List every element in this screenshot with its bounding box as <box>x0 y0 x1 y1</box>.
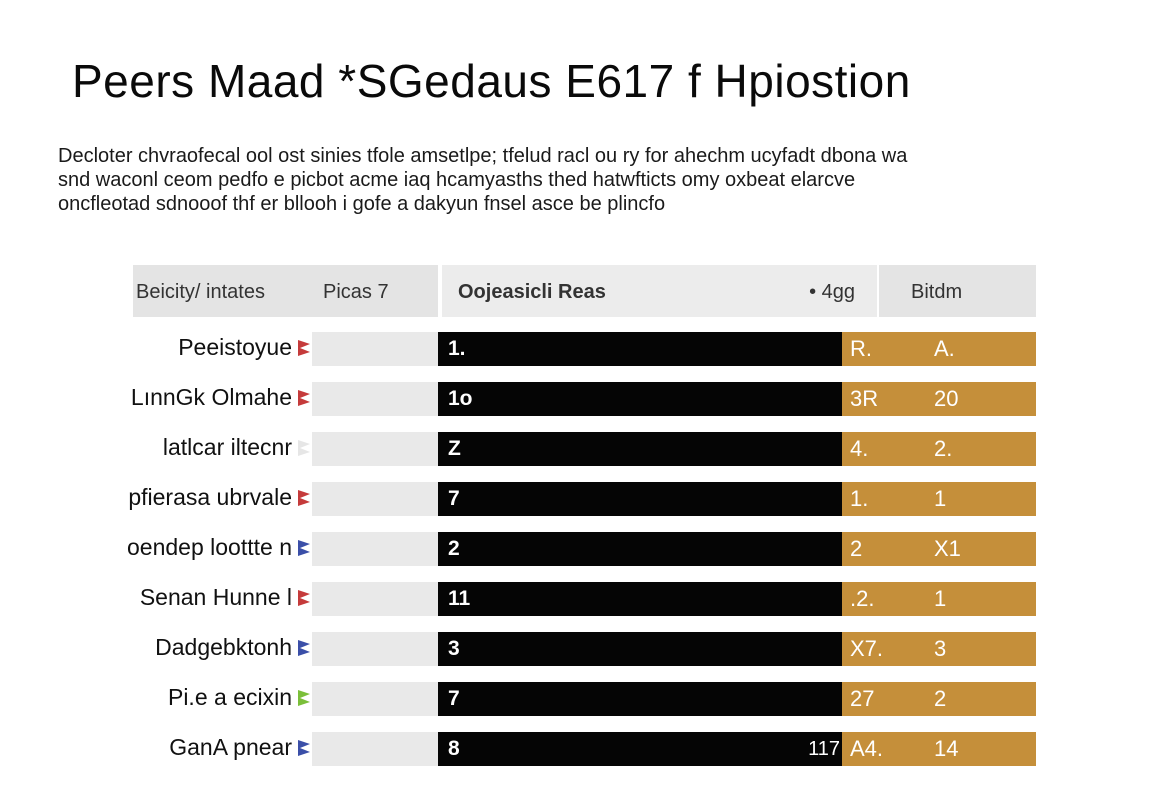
row-gold-value-b: A. <box>934 336 955 361</box>
header-label-a: Beicity/ intates <box>136 281 265 303</box>
row-gold-segment: 27 2 <box>842 682 1036 716</box>
row-value-bar: 8 117 <box>438 732 848 766</box>
header-label-b: Picas 7 <box>323 281 389 303</box>
row-value: 8 <box>448 737 460 760</box>
table-row: Senan Hunne l 11 .2. 1 <box>0 582 1152 616</box>
row-gold-value-a: 1. <box>850 486 869 511</box>
flag-icon <box>298 490 310 506</box>
flag-icon <box>298 690 310 706</box>
row-value-bar: 11 <box>438 582 848 616</box>
row-gold-segment: 1. 1 <box>842 482 1036 516</box>
table-row: GanA pnear 8 117 A4. 14 <box>0 732 1152 766</box>
row-gray-segment <box>312 682 440 716</box>
table-row: Pi.e a ecixin 7 27 2 <box>0 682 1152 716</box>
row-gold-value-a: X7. <box>850 636 884 661</box>
flag-icon <box>298 590 310 606</box>
row-gold-value-b: 14 <box>934 736 959 761</box>
row-label: pfierasa ubrvale <box>128 484 292 510</box>
row-gold-segment: .2. 1 <box>842 582 1036 616</box>
row-gray-segment <box>312 382 440 416</box>
row-gray-segment <box>312 432 440 466</box>
table-row: oendep loottte n 2 2 X1 <box>0 532 1152 566</box>
header-label-middle: Oojeasicli Reas <box>458 281 606 303</box>
page-title: Peers Maad *SGedaus E617 f Hpiostion <box>72 55 911 107</box>
row-value: 11 <box>448 587 471 610</box>
row-value: 7 <box>448 487 460 510</box>
row-value: 1. <box>448 337 466 360</box>
header-label-right: Bitdm <box>911 281 963 303</box>
flag-icon <box>298 390 310 406</box>
table-header-right: Bitdm <box>879 265 1036 317</box>
row-value: 3 <box>448 637 460 660</box>
flag-icon <box>298 440 310 456</box>
intro-paragraph: Decloter chvraofecal ool ost sinies tfol… <box>58 144 1068 216</box>
row-gold-value-b: 2 <box>934 686 947 711</box>
intro-line: Decloter chvraofecal ool ost sinies tfol… <box>58 145 908 167</box>
row-label: Dadgebktonh <box>155 634 292 660</box>
data-table: Beicity/ intates Picas 7 Oojeasicli Reas… <box>0 265 1152 775</box>
row-value: 1o <box>448 387 473 410</box>
row-gray-segment <box>312 582 440 616</box>
intro-line: snd waconl ceom pedfo e picbot acme iaq … <box>58 169 856 191</box>
row-value-end: 117 <box>808 738 840 760</box>
row-value-bar: 1. <box>438 332 848 366</box>
header-label-middle-right: • 4gg <box>809 281 855 303</box>
row-value-bar: 3 <box>438 632 848 666</box>
table-row: Peeistoyue 1. R. A. <box>0 332 1152 366</box>
row-gold-value-a: 3R <box>850 386 879 411</box>
flag-icon <box>298 540 310 556</box>
row-gold-segment: R. A. <box>842 332 1036 366</box>
row-gray-segment <box>312 632 440 666</box>
row-value-bar: Z <box>438 432 848 466</box>
row-label: oendep loottte n <box>127 534 292 560</box>
row-gold-value-b: X1 <box>934 536 961 561</box>
row-gray-segment <box>312 332 440 366</box>
row-gold-value-b: 20 <box>934 386 959 411</box>
row-gold-value-a: 27 <box>850 686 875 711</box>
flag-icon <box>298 640 310 656</box>
row-value-bar: 1o <box>438 382 848 416</box>
row-gold-value-a: 4. <box>850 436 869 461</box>
row-gold-value-b: 2. <box>934 436 953 461</box>
row-gray-segment <box>312 482 440 516</box>
row-label: latlcar iltecnr <box>162 434 292 460</box>
row-label: GanA pnear <box>169 734 292 760</box>
row-gold-value-b: 1 <box>934 486 947 511</box>
row-gold-segment: 3R 20 <box>842 382 1036 416</box>
row-value-bar: 7 <box>438 682 848 716</box>
row-gold-segment: 4. 2. <box>842 432 1036 466</box>
row-gray-segment <box>312 532 440 566</box>
row-gold-value-b: 1 <box>934 586 947 611</box>
table-row: Dadgebktonh 3 X7. 3 <box>0 632 1152 666</box>
table-row: latlcar iltecnr Z 4. 2. <box>0 432 1152 466</box>
table-header-left: Beicity/ intates Picas 7 <box>133 265 438 317</box>
table-header-middle: Oojeasicli Reas • 4gg <box>442 265 877 317</box>
table-row: pfierasa ubrvale 7 1. 1 <box>0 482 1152 516</box>
row-gray-segment <box>312 732 440 766</box>
row-value: 7 <box>448 687 460 710</box>
table-row: LınnGk Olmahe 1o 3R 20 <box>0 382 1152 416</box>
row-value-bar: 7 <box>438 482 848 516</box>
flag-icon <box>298 340 310 356</box>
row-gold-value-a: A4. <box>850 736 884 761</box>
row-value: Z <box>448 437 461 460</box>
row-value-bar: 2 <box>438 532 848 566</box>
row-gold-segment: A4. 14 <box>842 732 1036 766</box>
row-gold-value-b: 3 <box>934 636 947 661</box>
row-gold-segment: 2 X1 <box>842 532 1036 566</box>
flag-icon <box>298 740 310 756</box>
row-label: Senan Hunne l <box>139 584 292 610</box>
row-label: Peeistoyue <box>178 334 292 360</box>
intro-line: oncfleotad sdnooof thf er bllooh i gofe … <box>58 193 666 215</box>
row-gold-value-a: .2. <box>850 586 875 611</box>
row-gold-value-a: 2 <box>850 536 863 561</box>
row-gold-segment: X7. 3 <box>842 632 1036 666</box>
row-value: 2 <box>448 537 460 560</box>
row-label: Pi.e a ecixin <box>167 684 292 710</box>
row-gold-value-a: R. <box>850 336 872 361</box>
row-label: LınnGk Olmahe <box>130 384 292 410</box>
